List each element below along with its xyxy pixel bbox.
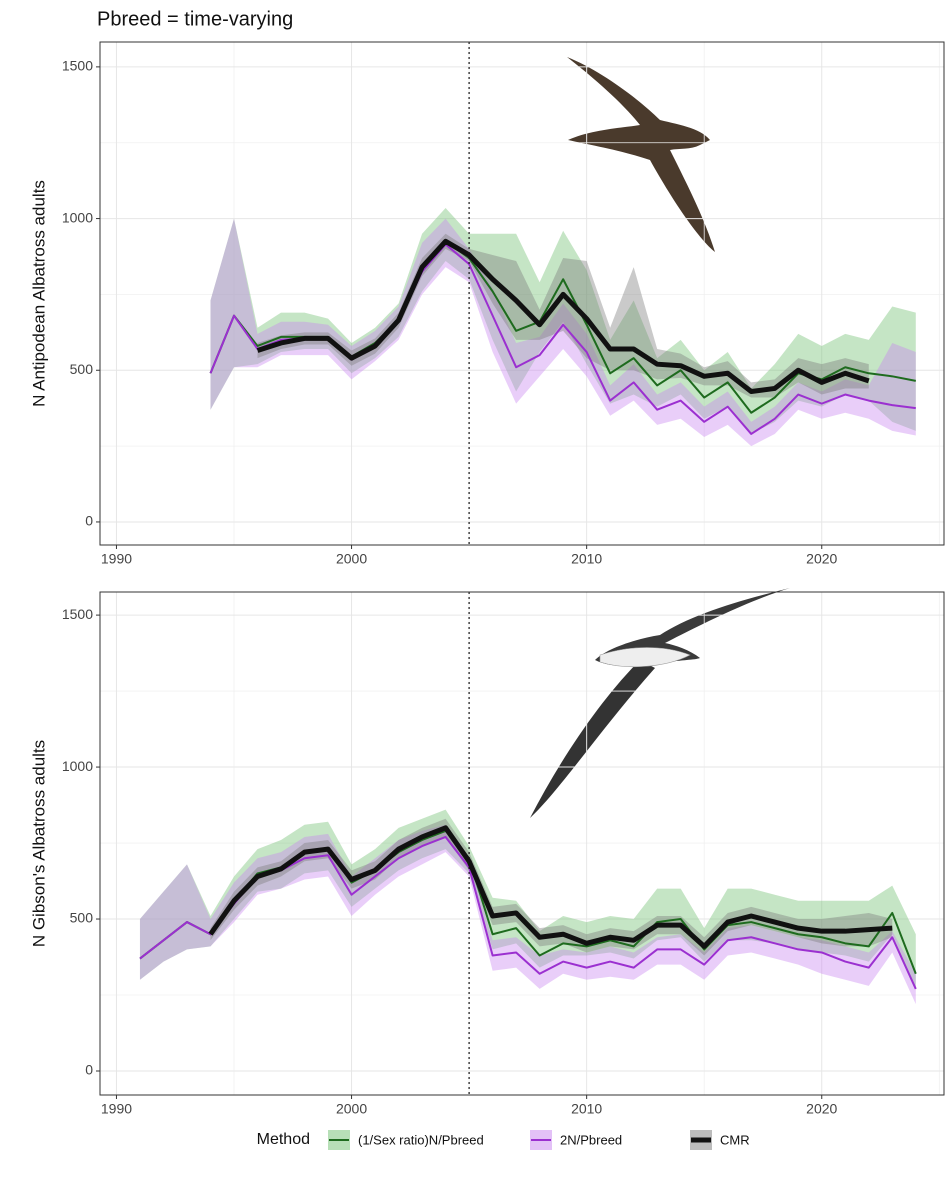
x-tick-label: 1990 — [101, 551, 132, 567]
y-tick-label: 500 — [70, 910, 94, 926]
x-tick-label: 2010 — [571, 551, 602, 567]
bird-illustration — [567, 57, 715, 252]
plot-frame — [99, 41, 945, 546]
confidence-band — [210, 207, 916, 434]
series-line — [208, 825, 893, 949]
confidence-band — [210, 818, 893, 956]
chart-title: Pbreed = time-varying — [97, 8, 293, 30]
y-tick-label: 1000 — [62, 209, 93, 225]
y-axis-label: N Gibson's Albatross adults — [29, 740, 48, 947]
x-tick-label: 2000 — [336, 551, 367, 567]
y-tick-label: 500 — [70, 361, 94, 377]
panel: 0 500 1000 1500 1990 2000 2010 2020 N Antipodean… — [29, 41, 945, 567]
x-tick-label: 2020 — [806, 1101, 837, 1117]
y-tick-label: 1500 — [62, 58, 93, 74]
x-tick-label: 2020 — [806, 551, 837, 567]
confidence-band — [210, 218, 916, 447]
y-tick-label: 1000 — [62, 758, 93, 774]
x-tick-label: 1990 — [101, 1101, 132, 1117]
legend-label: (1/Sex ratio)N/Pbreed — [358, 1132, 484, 1147]
y-axis-label: N Antipodean Albatross adults — [29, 180, 48, 407]
confidence-band — [257, 233, 869, 398]
y-tick-label: 1500 — [62, 606, 93, 622]
series-line — [256, 238, 870, 394]
x-tick-label: 2010 — [571, 1101, 602, 1117]
y-tick-label: 0 — [85, 513, 93, 529]
legend-label: CMR — [720, 1132, 750, 1147]
y-tick-label: 0 — [85, 1062, 93, 1078]
legend-label: 2N/Pbreed — [560, 1132, 622, 1147]
confidence-band — [139, 824, 916, 1005]
x-tick-label: 2000 — [336, 1101, 367, 1117]
bird-illustration — [530, 588, 790, 818]
panel: 0 500 1000 1500 1990 2000 2010 2020 N Gibson's A… — [29, 591, 945, 1117]
legend-title: Method — [257, 1131, 310, 1148]
plot-frame — [99, 591, 945, 1096]
